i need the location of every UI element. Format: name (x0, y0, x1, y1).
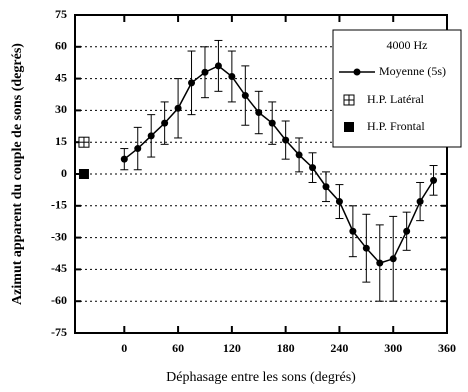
point (362, 244, 370, 252)
point (376, 259, 384, 267)
point (120, 155, 128, 163)
point (335, 198, 343, 206)
point (147, 132, 155, 140)
point (228, 72, 236, 80)
x-tick-label: 0 (121, 341, 127, 355)
y-tick-label: -30 (51, 229, 67, 243)
point (309, 164, 317, 172)
y-tick-label: -75 (51, 325, 67, 339)
y-tick-label: -15 (51, 198, 67, 212)
point (416, 198, 424, 206)
marker-square (78, 169, 89, 179)
point (430, 176, 438, 184)
point (214, 62, 222, 70)
point (201, 68, 209, 76)
y-tick-label: 30 (55, 102, 67, 116)
x-tick-label: 180 (277, 341, 295, 355)
point (174, 104, 182, 112)
y-tick-label: 15 (55, 134, 67, 148)
y-tick-label: 0 (61, 166, 67, 180)
legend-title: 4000 Hz (387, 38, 428, 52)
y-axis-title: Azimut apparent du couple de sons (degré… (10, 43, 25, 305)
marker-square-plus (343, 94, 355, 106)
legend-box (332, 29, 462, 148)
point (241, 92, 249, 100)
x-tick-label: 300 (384, 341, 402, 355)
legend-label: Moyenne (5s) (379, 64, 446, 78)
marker-square (344, 122, 354, 132)
x-tick-label: 120 (223, 341, 241, 355)
marker-square-plus (78, 136, 90, 148)
x-axis-title: Déphasage entre les sons (degrés) (166, 370, 356, 385)
x-tick-label: 360 (438, 341, 456, 355)
point (255, 109, 263, 117)
y-tick-label: -45 (51, 261, 67, 275)
y-tick-label: 45 (55, 70, 67, 84)
point (349, 227, 357, 235)
point (403, 227, 411, 235)
point (188, 79, 196, 87)
point (134, 145, 142, 153)
point (282, 136, 290, 144)
x-tick-label: 240 (330, 341, 348, 355)
legend-label: H.P. Frontal (367, 119, 425, 133)
x-tick-label: 60 (172, 341, 184, 355)
plot-frame (74, 14, 448, 334)
point (389, 255, 397, 263)
y-tick-label: 60 (55, 39, 67, 53)
point (295, 151, 303, 159)
legend-point (353, 68, 361, 76)
legend-label: H.P. Latéral (367, 92, 425, 106)
point (161, 119, 169, 127)
y-tick-label: -60 (51, 293, 67, 307)
y-tick-label: 75 (55, 7, 67, 21)
point (322, 183, 330, 191)
point (268, 119, 276, 127)
